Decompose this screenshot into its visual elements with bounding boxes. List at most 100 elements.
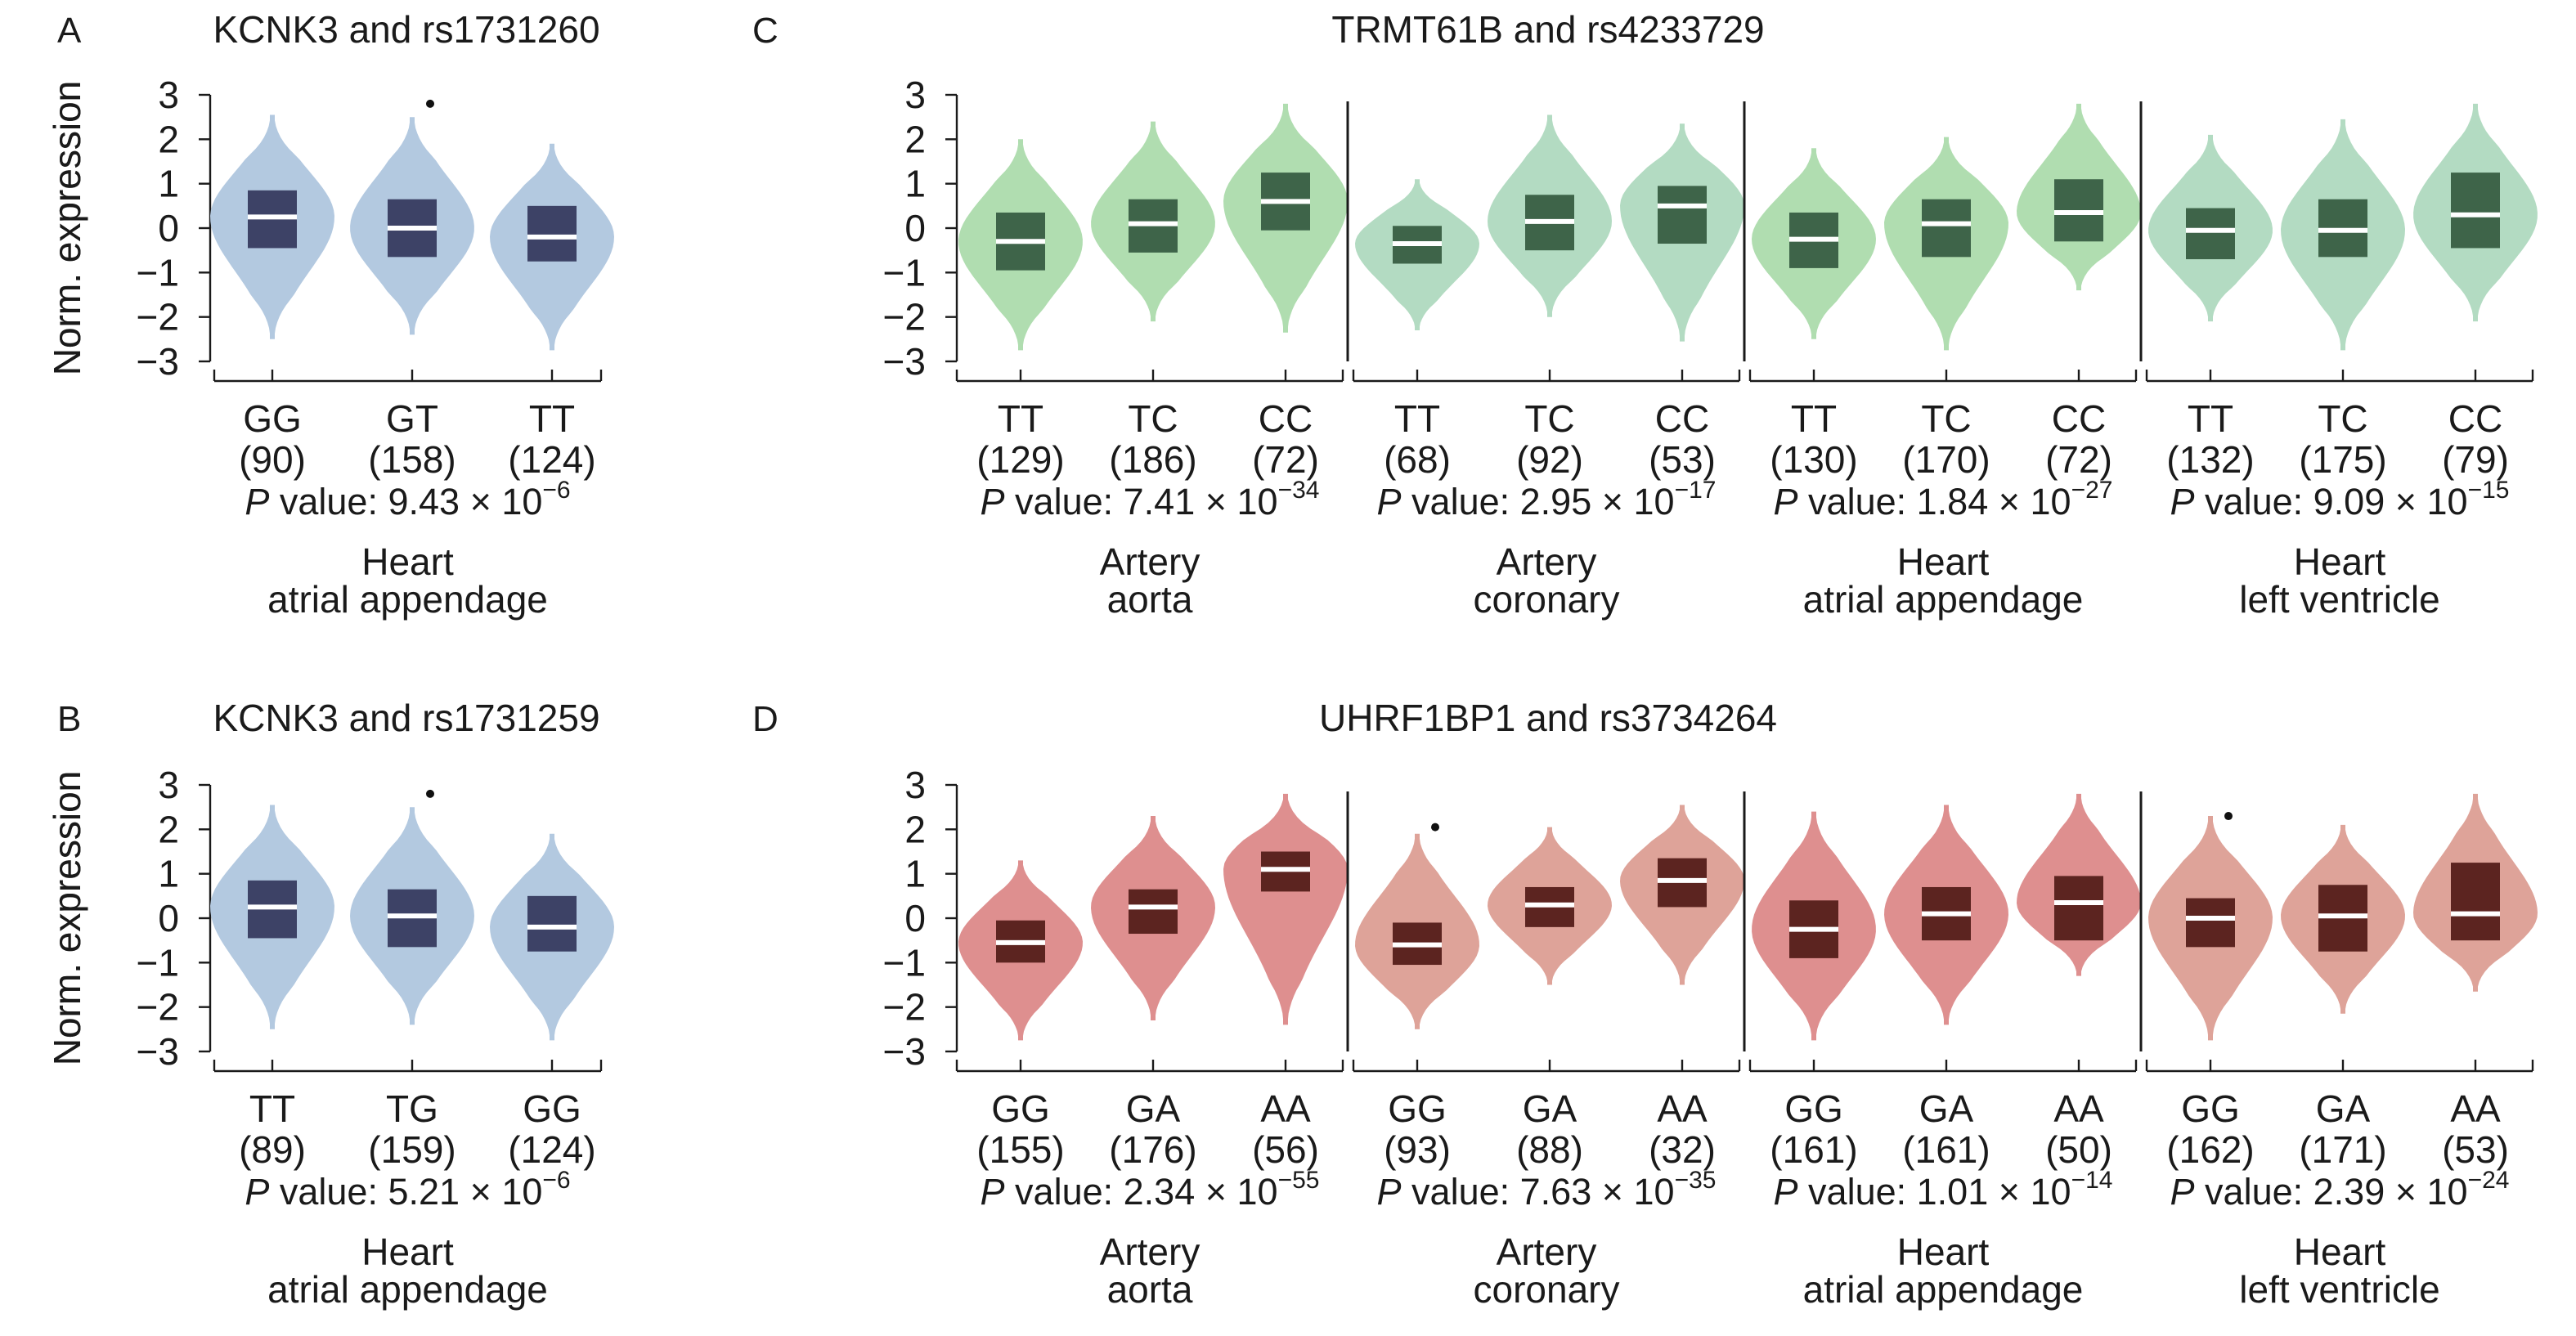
panel-letter: D [752, 699, 779, 739]
sample-size-label: (159) [368, 1128, 456, 1171]
p-value: P value: 1.84 × 10−27 [1774, 477, 2113, 522]
y-tick-label: 0 [158, 897, 179, 939]
p-value: P value: 2.39 × 10−24 [2170, 1167, 2510, 1213]
sample-size-label: (90) [239, 438, 306, 481]
tissue-group: TT(130) TC(170) CC(72)P value: 1.84 × 10−2… [1743, 101, 2141, 621]
sample-size-label: (155) [976, 1128, 1064, 1171]
y-tick-label: 1 [904, 853, 926, 895]
sample-size-label: (162) [2166, 1128, 2254, 1171]
tissue-group: TT(132) TC(175) CC(79)P value: 9.09 × 10−1… [2139, 101, 2538, 621]
genotype-label: GG [2181, 1087, 2240, 1130]
genotype-label: CC [2448, 397, 2502, 440]
genotype-label: GG [1388, 1087, 1447, 1130]
tissue-label: atrial appendage [267, 578, 548, 621]
panel-b: B KCNK3 and rs1731259 Norm. expression 3210… [46, 697, 614, 1311]
genotype-label: CC [1655, 397, 1709, 440]
tissue-label: left ventricle [2239, 578, 2439, 621]
y-tick-label: −1 [883, 251, 926, 294]
p-value: P value: 2.95 × 10−17 [1377, 477, 1717, 522]
outlier-point [2224, 812, 2233, 821]
tissue-group: GG(90) GT(158) TT(124)P value: 9.43 × 10−6… [210, 99, 614, 621]
y-axis-label: Norm. expression [46, 771, 88, 1065]
genotype-label: TC [2318, 397, 2367, 440]
y-tick-label: 2 [158, 808, 179, 850]
tissue-label: coronary [1474, 1268, 1620, 1311]
p-value: P value: 1.01 × 10−14 [1774, 1167, 2113, 1213]
tissue-group: GG(155) GA(176) AA(56)P value: 2.34 × 10−5… [955, 793, 1348, 1311]
tissue-group: GG(161)GA(161)AA(50)P value: 1.01 × 10−1… [1743, 791, 2141, 1311]
y-tick-label: 3 [158, 74, 179, 116]
genotype-label: TT [1394, 397, 1440, 440]
y-tick-label: 0 [158, 207, 179, 249]
genotype-label: GA [1523, 1087, 1577, 1130]
sample-size-label: (53) [1649, 438, 1716, 481]
tissue-label: Heart [2294, 540, 2386, 583]
iqr-box [2451, 173, 2500, 249]
panel-d: D UHRF1BP1 and rs3734264 Norm. expression 3… [46, 697, 2538, 1311]
iqr-box [2186, 898, 2235, 948]
y-axis-label: Norm. expression [46, 81, 88, 375]
sample-size-label: (161) [1902, 1128, 1990, 1171]
p-value: P value: 7.41 × 10−34 [981, 477, 1320, 522]
y-tick-label: −3 [883, 340, 926, 383]
y-tick-label: 1 [158, 163, 179, 205]
y-tick-label: 0 [904, 207, 926, 249]
y-tick-label: −2 [137, 296, 179, 338]
sample-size-label: (32) [1649, 1128, 1716, 1171]
tissue-label: atrial appendage [267, 1268, 548, 1311]
tissue-group: GG(93) GA(88) AA(32)P value: 7.63 × 10−35 A… [1346, 791, 1744, 1311]
tissue-label: Artery [1497, 1231, 1597, 1273]
tissue-group: TT(89) TG(159) GG(124)P value: 5.21 × 10−6… [210, 789, 614, 1311]
p-value: P value: 5.21 × 10−6 [245, 1167, 570, 1213]
chart-title: KCNK3 and rs1731260 [213, 8, 599, 51]
genotype-label: TT [249, 1087, 295, 1130]
y-tick-label: −1 [137, 251, 179, 294]
tissue-label: atrial appendage [1803, 578, 2084, 621]
p-value: P value: 7.63 × 10−35 [1377, 1167, 1717, 1213]
y-tick-label: −2 [137, 986, 179, 1029]
violin [1223, 793, 1348, 1025]
tissue-label: atrial appendage [1803, 1268, 2084, 1311]
tissue-label: Heart [361, 540, 454, 583]
y-axis-label: Norm. expression [46, 771, 88, 1065]
chart-title: TRMT61B and rs4233729 [1331, 8, 1764, 51]
sample-size-label: (89) [239, 1128, 306, 1171]
sample-size-label: (88) [1516, 1128, 1583, 1171]
y-tick-label: 3 [904, 74, 926, 116]
genotype-label: AA [2053, 1087, 2104, 1130]
iqr-box [527, 205, 577, 262]
y-tick-label: 1 [158, 853, 179, 895]
genotype-label: TG [386, 1087, 438, 1130]
tissue-label: Heart [1897, 1231, 1990, 1273]
tissue-label: left ventricle [2239, 1268, 2439, 1311]
panel-letter: B [57, 699, 81, 739]
p-value: P value: 9.09 × 10−15 [2170, 477, 2510, 522]
panel-letter: C [752, 11, 779, 51]
sample-size-label: (124) [508, 1128, 595, 1171]
sample-size-label: (186) [1109, 438, 1196, 481]
genotype-label: TT [2188, 397, 2233, 440]
y-tick-label: −3 [137, 1030, 179, 1073]
sample-size-label: (124) [508, 438, 595, 481]
genotype-label: GG [243, 397, 302, 440]
sample-size-label: (176) [1109, 1128, 1196, 1171]
y-tick-label: 3 [904, 764, 926, 806]
tissue-label: Heart [1897, 540, 1990, 583]
tissue-group: TT(68) TC(92) CC(53)P value: 2.95 × 10−17 A… [1346, 101, 1744, 621]
genotype-label: CC [2052, 397, 2106, 440]
genotype-label: GA [1919, 1087, 1974, 1130]
sample-size-label: (53) [2442, 1128, 2509, 1171]
sample-size-label: (56) [1252, 1128, 1319, 1171]
genotype-label: GG [991, 1087, 1050, 1130]
y-tick-label: 3 [158, 764, 179, 806]
y-tick-label: −2 [883, 986, 926, 1029]
sample-size-label: (72) [1252, 438, 1319, 481]
y-tick-label: 2 [904, 808, 926, 850]
y-tick-label: −3 [883, 1030, 926, 1073]
sample-size-label: (129) [976, 438, 1064, 481]
genotype-label: TC [1921, 397, 1971, 440]
chart-title: KCNK3 and rs1731259 [213, 697, 599, 739]
sample-size-label: (158) [368, 438, 456, 481]
genotype-label: TT [998, 397, 1043, 440]
